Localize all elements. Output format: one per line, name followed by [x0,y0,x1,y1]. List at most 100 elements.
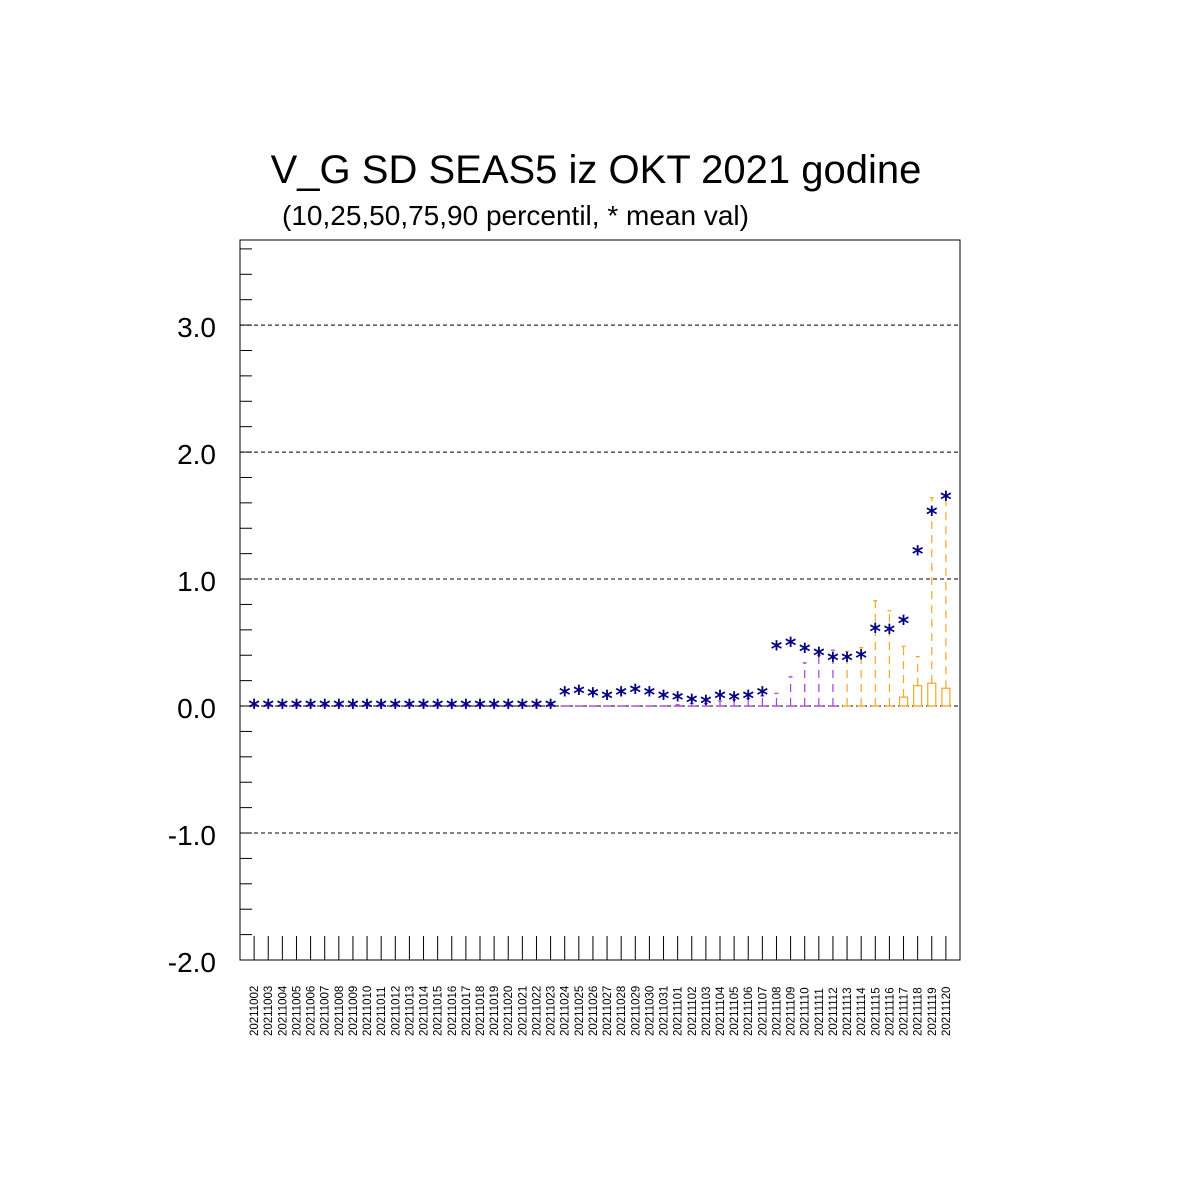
x-tick-label: 20211120 [941,987,953,1036]
x-tick-label: 20211006 [306,986,318,1036]
x-tick-label: 20211031 [659,986,671,1036]
x-tick-label: 20211023 [546,986,558,1036]
x-tick-label: 20211116 [884,987,896,1036]
x-tick-label: 20211028 [616,986,628,1036]
x-tick-label: 20211005 [291,986,303,1036]
y-tick-label: -2.0 [168,947,216,978]
mean-marker: * [333,696,345,721]
x-tick-label: 20211113 [842,987,854,1036]
x-tick-label: 20211024 [560,985,572,1036]
mean-marker: * [728,688,740,713]
mean-marker: * [714,687,726,712]
x-tick-label: 20211029 [630,986,642,1036]
mean-marker: * [375,696,387,721]
mean-marker: * [531,696,543,721]
x-tick-label: 20211004 [277,985,289,1036]
mean-marker: * [474,696,486,721]
x-tick-label: 20211103 [701,987,713,1036]
x-tick-label: 20211112 [828,987,840,1036]
mean-marker: * [672,688,684,713]
x-tick-label: 20211107 [757,987,769,1036]
box-iqr [913,685,923,707]
mean-marker: * [291,696,303,721]
x-tick-label: 20211118 [913,987,925,1036]
mean-marker: * [502,696,514,721]
x-tick-label: 20211109 [786,987,798,1036]
mean-marker: * [545,696,557,721]
mean-marker: * [262,696,274,721]
x-tick-label: 20211030 [644,986,656,1036]
x-tick-label: 20211101 [673,987,685,1036]
x-tick-label: 20211003 [263,986,275,1036]
box-iqr [941,687,951,707]
box-iqr [927,682,937,707]
x-tick-label: 20211027 [602,986,614,1036]
mean-marker: * [644,683,656,708]
plot-frame [239,239,961,961]
mean-marker: * [926,503,938,528]
mean-marker: * [361,696,373,721]
x-tick-label: 20211115 [870,987,882,1036]
mean-marker: * [347,696,359,721]
mean-marker: * [319,696,331,721]
x-tick-label: 20211014 [419,985,431,1036]
mean-marker: * [404,696,416,721]
chart-title: V_G SD SEAS5 iz OKT 2021 godine [270,148,922,192]
mean-marker: * [757,683,769,708]
x-tick-label: 20211108 [771,987,783,1036]
x-tick-label: 20211102 [687,987,699,1036]
mean-marker: * [277,696,289,721]
mean-marker: * [418,696,430,721]
mean-marker: * [573,682,585,707]
mean-marker: * [658,687,670,712]
mean-marker: * [884,621,896,646]
mean-marker: * [912,542,924,567]
mean-marker: * [460,696,472,721]
box-iqr [898,696,909,707]
mean-marker: * [446,696,458,721]
x-tick-label: 20211013 [404,986,416,1036]
x-tick-label: 20211022 [531,986,543,1036]
mean-marker: * [870,620,882,645]
mean-marker: * [799,640,811,665]
x-tick-label: 20211017 [461,986,473,1036]
mean-marker: * [517,696,529,721]
x-tick-label: 20211026 [588,986,600,1036]
x-tick-label: 20211010 [362,986,374,1036]
mean-marker: * [559,683,571,708]
mean-marker: * [390,696,402,721]
x-tick-label: 20211119 [927,987,939,1036]
mean-marker: * [813,644,825,669]
x-tick-label: 20211110 [800,987,812,1036]
x-tick-label: 20211111 [814,988,826,1036]
mean-marker: * [432,696,444,721]
mean-marker: * [488,696,500,721]
y-tick-label: -1.0 [168,820,216,851]
x-tick-label: 20211105 [729,987,741,1036]
y-tick-label: 3.0 [177,312,216,343]
x-tick-label: 20211019 [489,986,501,1036]
mean-marker: * [305,696,317,721]
mean-marker: * [841,649,853,674]
x-tick-label: 20211015 [433,986,445,1036]
mean-marker: * [742,687,754,712]
x-tick-label: 20211007 [320,986,332,1036]
y-tick-label: 1.0 [177,566,216,597]
x-tick-label: 20211114 [856,987,868,1036]
mean-marker: * [601,687,613,712]
chart-subtitle: (10,25,50,75,90 percentil, * mean val) [282,200,749,231]
x-tick-label: 20211104 [715,986,727,1036]
mean-marker: * [587,685,599,710]
x-tick-label: 20211011 [376,987,388,1036]
x-tick-label: 20211025 [574,986,586,1036]
mean-marker: * [940,488,952,513]
x-tick-label: 20211021 [517,986,529,1036]
x-tick-label: 20211002 [249,986,261,1036]
x-tick-label: 20211016 [447,986,459,1036]
mean-marker: * [898,612,910,637]
mean-marker: * [855,647,867,672]
y-tick-label: 2.0 [177,439,216,470]
x-tick-label: 20211018 [475,986,487,1036]
mean-marker: * [630,681,642,706]
